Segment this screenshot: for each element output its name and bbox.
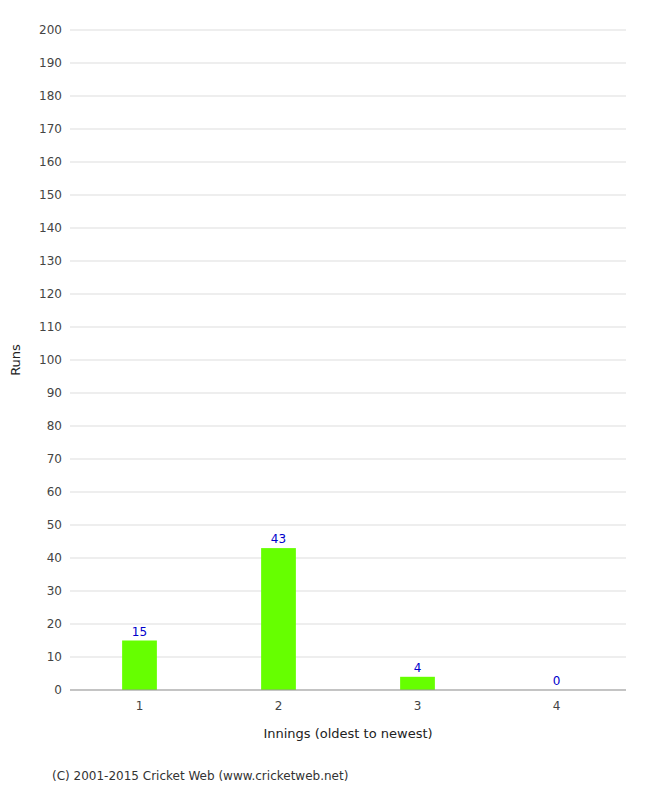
bars: [122, 548, 435, 690]
grid-line: [70, 129, 626, 130]
x-axis-line: [70, 690, 626, 691]
grid-line: [70, 558, 626, 559]
grid-line: [70, 30, 626, 31]
grid-line: [70, 393, 626, 394]
grid-line: [70, 162, 626, 163]
grid-line: [70, 426, 626, 427]
y-tick-label: 130: [39, 254, 62, 268]
grid-line: [70, 690, 626, 691]
chart: 0102030405060708090100110120130140150160…: [0, 0, 650, 800]
x-axis-label: Innings (oldest to newest): [263, 726, 432, 741]
y-tick-label: 80: [47, 419, 62, 433]
y-tick-label: 70: [47, 452, 62, 466]
grid-line: [70, 360, 626, 361]
y-tick-label: 110: [39, 320, 62, 334]
grid-line: [70, 624, 626, 625]
grid-line: [70, 459, 626, 460]
y-tick-label: 40: [47, 551, 62, 565]
y-tick-label: 170: [39, 122, 62, 136]
y-tick-label: 90: [47, 386, 62, 400]
y-tick-label: 0: [54, 683, 62, 697]
grid-line: [70, 591, 626, 592]
y-tick-label: 100: [39, 353, 62, 367]
grid-line: [70, 63, 626, 64]
grid-line: [70, 96, 626, 97]
data-label: 0: [553, 674, 561, 688]
y-tick-label: 50: [47, 518, 62, 532]
footer: (C) 2001-2015 Cricket Web (www.cricketwe…: [52, 769, 348, 783]
data-label: 43: [271, 532, 286, 546]
y-axis-label: Runs: [8, 344, 23, 376]
grid: [70, 30, 626, 690]
y-tick-label: 20: [47, 617, 62, 631]
bar: [261, 548, 296, 690]
bar: [400, 677, 435, 690]
grid-line: [70, 228, 626, 229]
y-tick-label: 200: [39, 23, 62, 37]
data-label: 15: [132, 625, 147, 639]
grid-line: [70, 327, 626, 328]
x-tick-label: 4: [553, 699, 561, 713]
grid-line: [70, 294, 626, 295]
grid-line: [70, 492, 626, 493]
y-tick-label: 160: [39, 155, 62, 169]
y-tick-label: 190: [39, 56, 62, 70]
bar: [122, 641, 157, 691]
y-tick-label: 60: [47, 485, 62, 499]
y-tick-label: 150: [39, 188, 62, 202]
y-tick-label: 30: [47, 584, 62, 598]
grid-line: [70, 261, 626, 262]
grid-line: [70, 195, 626, 196]
y-tick-label: 140: [39, 221, 62, 235]
y-tick-label: 180: [39, 89, 62, 103]
y-tick-label: 10: [47, 650, 62, 664]
y-tick-label: 120: [39, 287, 62, 301]
grid-line: [70, 525, 626, 526]
x-tick-label: 2: [275, 699, 283, 713]
x-tick-label: 1: [136, 699, 144, 713]
chart-container: 0102030405060708090100110120130140150160…: [0, 0, 650, 800]
data-label: 4: [414, 661, 422, 675]
x-tick-label: 3: [414, 699, 422, 713]
